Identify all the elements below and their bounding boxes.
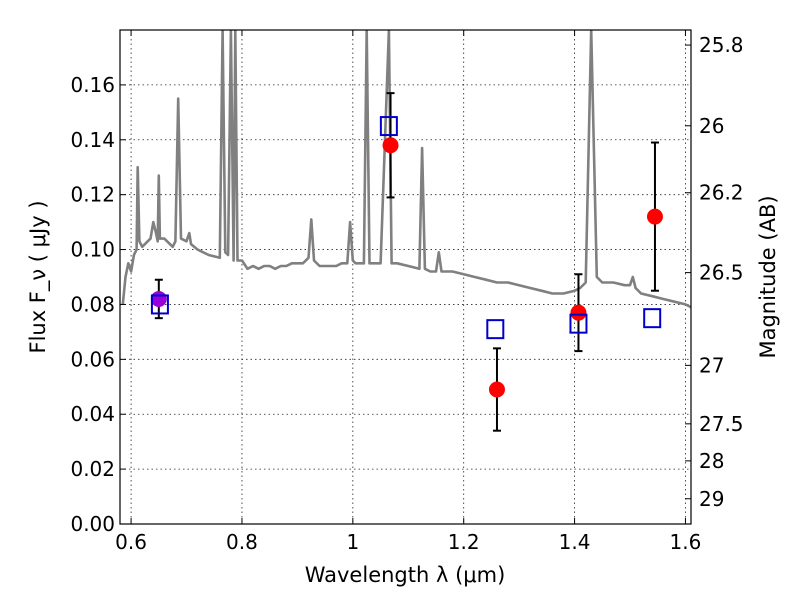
observed-flux-point bbox=[382, 137, 399, 154]
right-tick-label: 29 bbox=[699, 487, 724, 511]
y-tick-label: 0.02 bbox=[70, 457, 115, 481]
x-tick-label: 1.6 bbox=[670, 530, 702, 554]
x-tick-labels: 0.6 0.8 1 1.2 1.4 1.6 bbox=[115, 530, 701, 554]
model-flux-square bbox=[569, 313, 588, 334]
y-tick-label: 0.14 bbox=[70, 128, 115, 152]
right-tick-label: 27.5 bbox=[699, 412, 744, 436]
model-flux-square bbox=[643, 308, 662, 329]
right-tick-label: 26 bbox=[699, 114, 724, 138]
right-tick-label: 28 bbox=[699, 449, 724, 473]
markers bbox=[150, 116, 663, 398]
right-tick-label: 25.8 bbox=[699, 33, 744, 57]
y-tick-label: 0.04 bbox=[70, 402, 115, 426]
y-axis-label: Flux F_ν ( μJy ) bbox=[26, 200, 51, 353]
y-tick-label: 0.08 bbox=[70, 292, 115, 316]
right-tick-labels: 25.8 26 26.2 26.5 27 27.5 28 29 bbox=[699, 33, 744, 511]
observed-flux-point bbox=[646, 208, 663, 225]
y-tick-labels: 0.00 0.02 0.04 0.06 0.08 0.10 0.12 0.14 0.16 bbox=[70, 73, 115, 536]
model-flux-square bbox=[150, 294, 169, 315]
y-tick-label: 0.12 bbox=[70, 183, 115, 207]
plot-frame bbox=[119, 29, 692, 525]
y-tick-label: 0.00 bbox=[70, 512, 115, 536]
observed-flux-point bbox=[150, 290, 167, 307]
observed-flux-point bbox=[488, 381, 505, 398]
series-layer bbox=[121, 30, 691, 309]
model-spectrum-line bbox=[121, 30, 691, 309]
right-axis-label: Magnitude (AB) bbox=[756, 195, 780, 358]
model-flux-square bbox=[486, 319, 505, 340]
plot-background bbox=[120, 30, 691, 524]
y-tick-label: 0.16 bbox=[70, 73, 115, 97]
y-tick-label: 0.06 bbox=[70, 347, 115, 371]
right-tick-label: 27 bbox=[699, 353, 724, 377]
x-tick-label: 0.6 bbox=[115, 530, 147, 554]
observed-flux-point bbox=[570, 304, 587, 321]
x-tick-label: 0.8 bbox=[226, 530, 258, 554]
tick-marks bbox=[120, 30, 691, 525]
x-tick-label: 1.4 bbox=[559, 530, 591, 554]
x-axis-label: Wavelength λ (μm) bbox=[305, 563, 506, 587]
right-tick-label: 26.2 bbox=[699, 181, 744, 205]
y-tick-label: 0.10 bbox=[70, 238, 115, 262]
x-tick-label: 1 bbox=[346, 530, 359, 554]
x-tick-label: 1.2 bbox=[448, 530, 480, 554]
right-tick-label: 26.5 bbox=[699, 261, 744, 285]
model-flux-square bbox=[379, 116, 398, 137]
